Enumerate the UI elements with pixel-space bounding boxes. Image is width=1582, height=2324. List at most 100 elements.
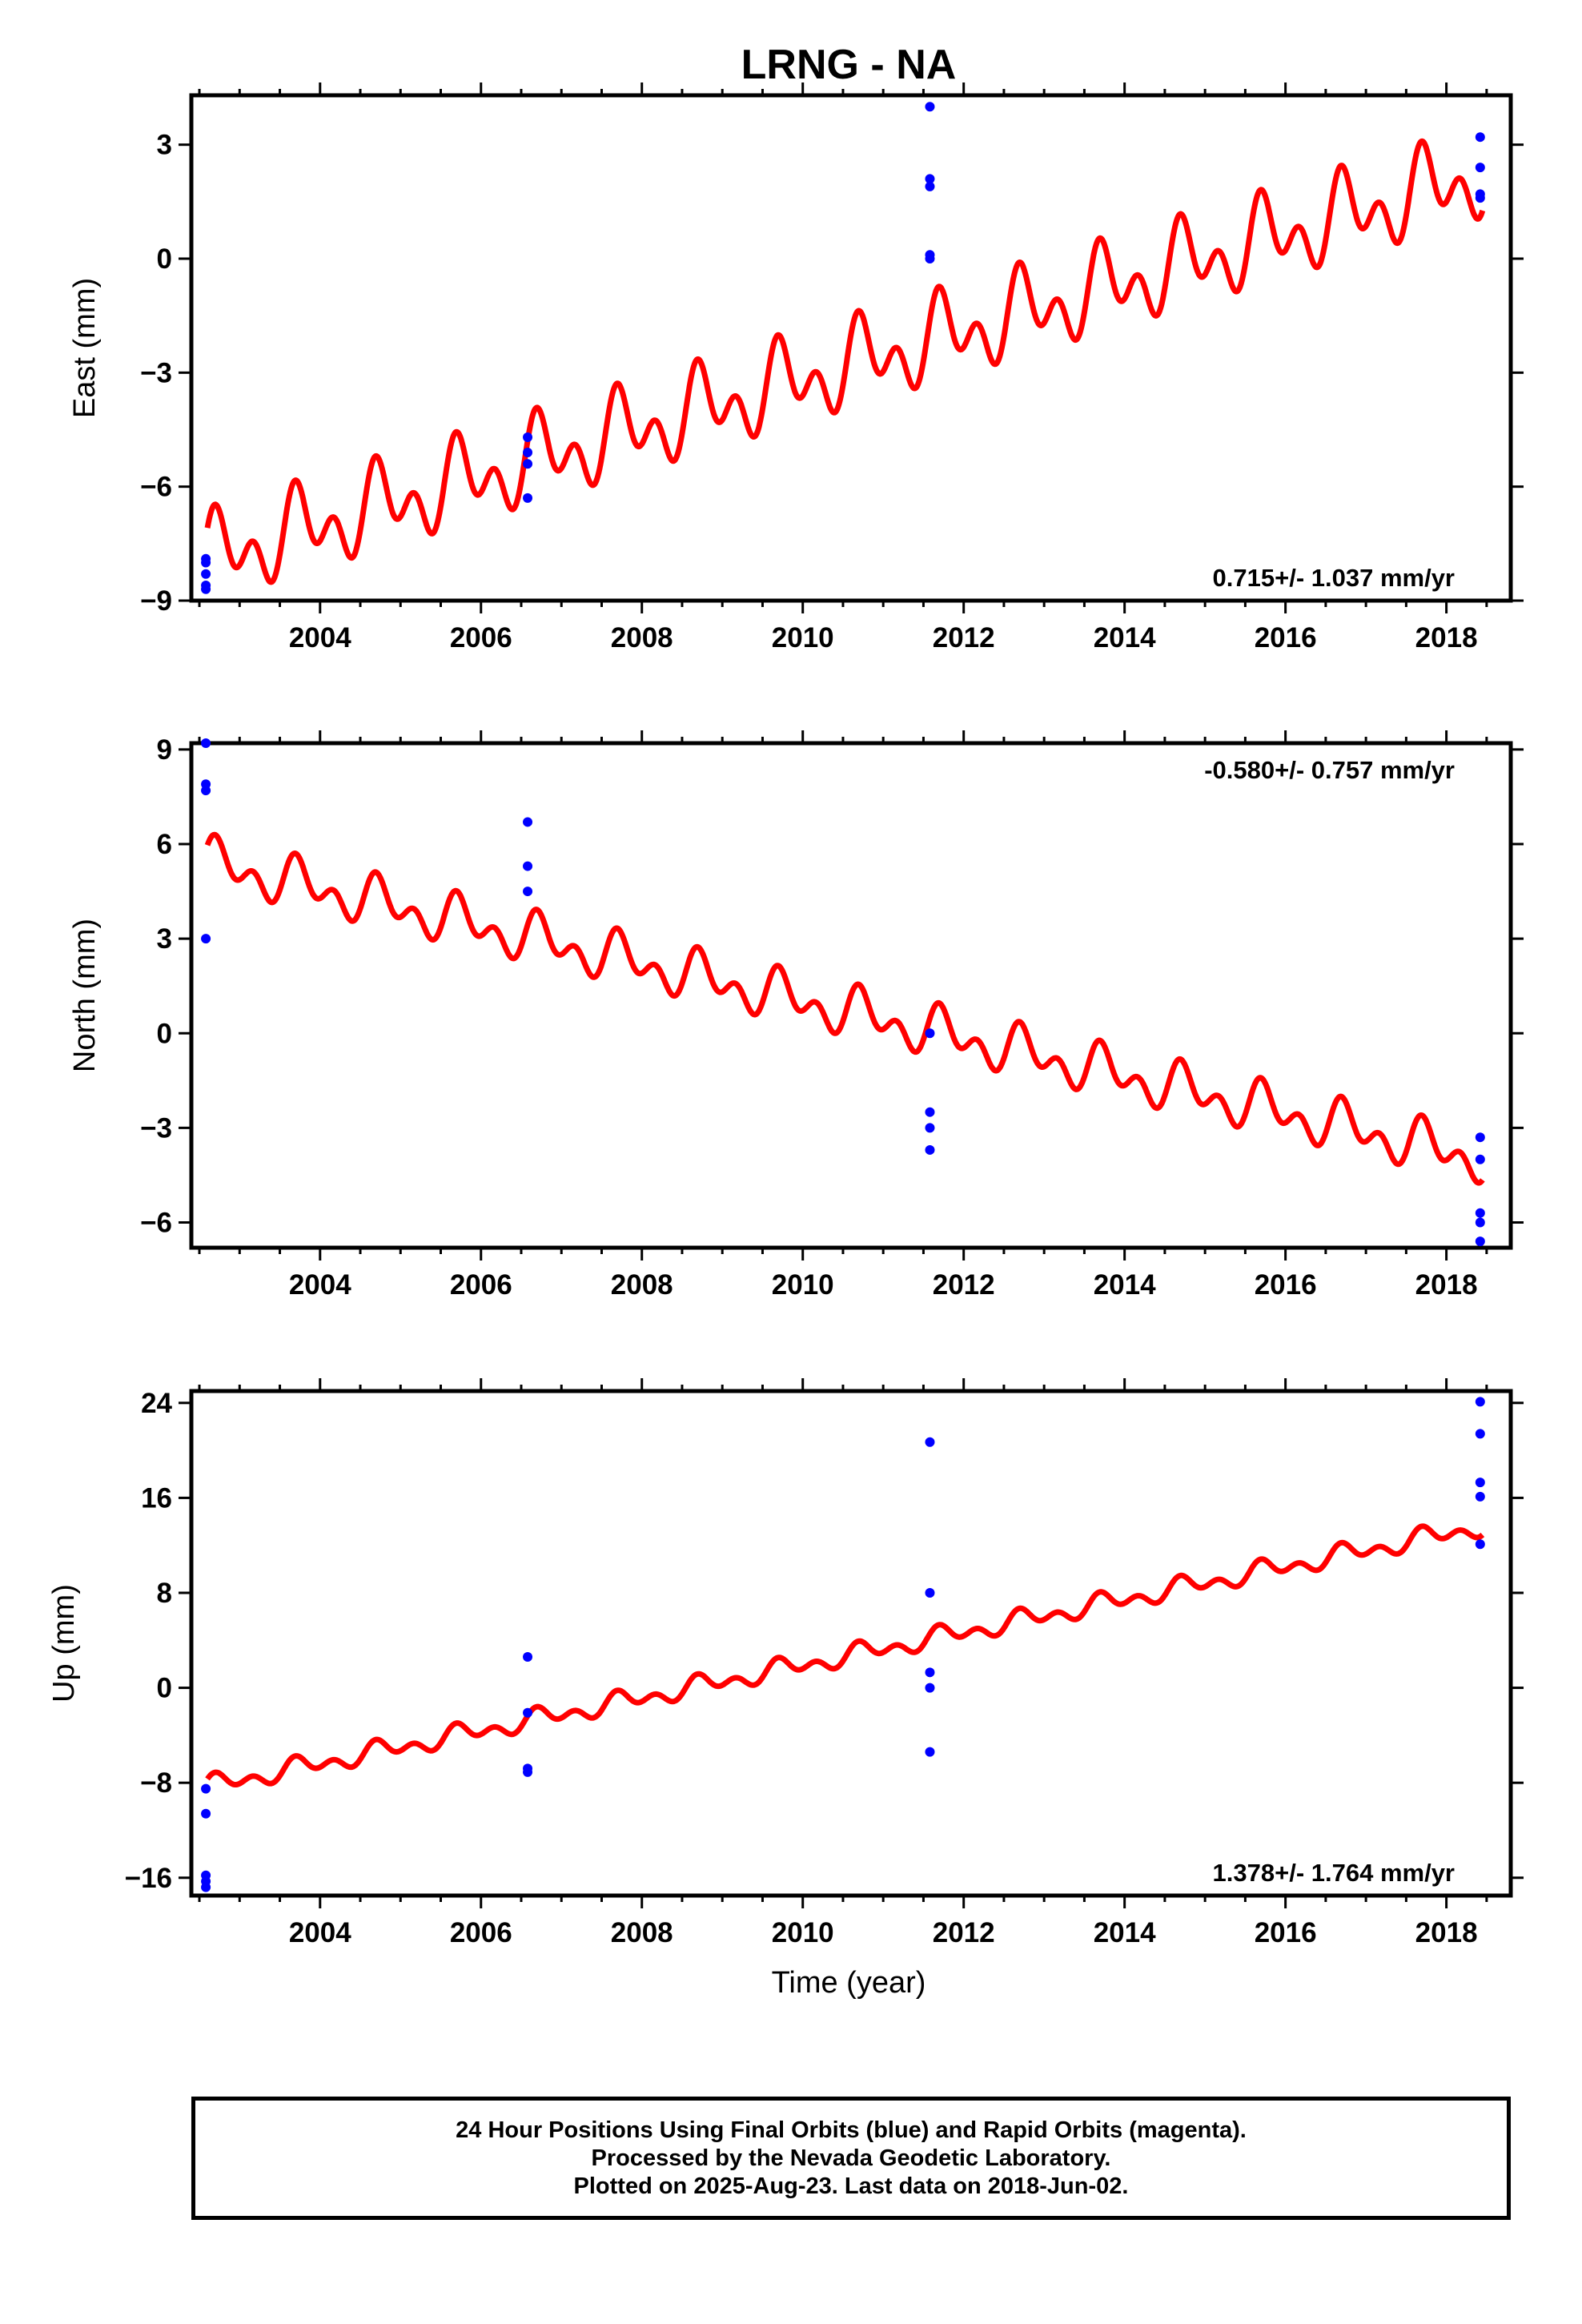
plot-frame	[189, 741, 1513, 1250]
x-tick-label: 2010	[772, 622, 834, 653]
data-point	[523, 459, 533, 469]
x-tick-label: 2014	[1094, 1917, 1156, 1948]
y-tick-label: −6	[140, 1208, 172, 1239]
data-point	[1475, 1132, 1485, 1143]
x-tick-label: 2004	[289, 622, 351, 653]
y-tick-label: −3	[140, 357, 172, 388]
data-point	[523, 887, 533, 897]
data-point	[1475, 1154, 1485, 1164]
data-point	[925, 1747, 935, 1757]
x-tick-label: 2016	[1255, 1269, 1317, 1301]
data-point	[523, 447, 533, 457]
data-point	[925, 1683, 935, 1693]
data-point	[1475, 1429, 1485, 1439]
y-tick-label: −6	[140, 472, 172, 503]
data-point	[1475, 1208, 1485, 1218]
y-axis-title: North (mm)	[68, 919, 102, 1072]
data-point	[925, 1437, 935, 1447]
x-tick-label: 2016	[1255, 622, 1317, 653]
data-point	[1475, 193, 1485, 203]
data-point	[523, 1707, 533, 1718]
x-tick-label: 2006	[450, 1917, 512, 1948]
x-tick-label: 2018	[1415, 1269, 1478, 1301]
y-tick-label: 3	[157, 923, 172, 955]
y-tick-label: −3	[140, 1112, 172, 1144]
panel-1: 2004 2006 2008 2010 2012 2014 2016 2018 3 0 −3 −6 −9…	[68, 82, 1524, 653]
y-tick-label: 0	[157, 1673, 172, 1704]
panel-2: 2004 2006 2008 2010 2012 2014 2016 2018 9 6 3 0 −3 −6…	[68, 730, 1524, 1301]
data-point	[201, 569, 211, 579]
y-tick-label: 24	[141, 1388, 172, 1419]
x-tick-label: 2012	[933, 1269, 995, 1301]
x-tick-label: 2018	[1415, 622, 1478, 653]
data-point	[1475, 1491, 1485, 1502]
y-axis-title: Up (mm)	[47, 1584, 81, 1703]
x-tick-label: 2004	[289, 1917, 351, 1948]
y-tick-label: 16	[141, 1482, 172, 1514]
x-tick-label: 2016	[1255, 1917, 1317, 1948]
data-point	[925, 102, 935, 112]
data-point	[523, 817, 533, 827]
data-point	[201, 1808, 211, 1819]
y-tick-label: −8	[140, 1767, 172, 1799]
data-point	[201, 738, 211, 748]
caption-line-1: 24 Hour Positions Using Final Orbits (bl…	[456, 2117, 1247, 2143]
plot-frame	[189, 1389, 1513, 1898]
data-point	[925, 1667, 935, 1678]
y-tick-label: 6	[157, 829, 172, 860]
y-tick-label: 3	[157, 130, 172, 161]
x-tick-label: 2010	[772, 1917, 834, 1948]
data-point	[1475, 163, 1485, 173]
y-tick-label: 0	[157, 1018, 172, 1049]
velocity-rate-label: 1.378+/- 1.764 mm/yr	[1213, 1859, 1455, 1887]
data-point	[925, 181, 935, 191]
figure-title: LRNG - NA	[741, 42, 957, 88]
data-point	[1475, 1539, 1485, 1550]
data-point	[201, 557, 211, 568]
x-tick-label: 2004	[289, 1269, 351, 1301]
plot-frame	[189, 93, 1513, 603]
y-tick-label: 9	[157, 734, 172, 766]
data-point	[925, 254, 935, 264]
x-tick-label: 2008	[611, 1917, 673, 1948]
data-point	[1475, 1397, 1485, 1407]
x-tick-label: 2012	[933, 1917, 995, 1948]
panel-3: 2004 2006 2008 2010 2012 2014 2016 2018 24 16 8 0 −8…	[47, 1378, 1524, 1948]
caption-line-3: Plotted on 2025-Aug-23. Last data on 201…	[573, 2173, 1129, 2199]
x-tick-label: 2006	[450, 1269, 512, 1301]
data-point	[1475, 1236, 1485, 1247]
data-point	[523, 493, 533, 503]
y-tick-label: −16	[125, 1863, 172, 1894]
x-tick-label: 2008	[611, 1269, 673, 1301]
data-point	[523, 1767, 533, 1777]
data-point	[201, 1783, 211, 1794]
y-tick-label: 8	[157, 1578, 172, 1609]
data-point	[925, 1588, 935, 1598]
x-tick-label: 2014	[1094, 622, 1156, 653]
x-tick-label: 2012	[933, 622, 995, 653]
x-axis-title: Time (year)	[772, 1966, 926, 2000]
y-tick-label: −9	[140, 585, 172, 617]
data-point	[1475, 1217, 1485, 1228]
data-point	[523, 432, 533, 442]
data-point	[201, 584, 211, 594]
model-fit-line	[204, 831, 1485, 1186]
velocity-rate-label: 0.715+/- 1.037 mm/yr	[1213, 564, 1455, 592]
data-point	[523, 861, 533, 871]
x-tick-label: 2014	[1094, 1269, 1156, 1301]
x-tick-label: 2010	[772, 1269, 834, 1301]
data-point	[925, 1144, 935, 1155]
figure-caption: 24 Hour Positions Using Final Orbits (bl…	[191, 2097, 1511, 2220]
model-fit-line	[205, 1523, 1485, 1787]
caption-line-2: Processed by the Nevada Geodetic Laborat…	[591, 2145, 1111, 2171]
data-point	[523, 1652, 533, 1663]
data-point	[201, 786, 211, 796]
data-point	[925, 1028, 935, 1039]
model-fit-line	[204, 138, 1486, 585]
data-point	[925, 1123, 935, 1133]
data-point	[925, 1107, 935, 1117]
data-point	[1475, 1478, 1485, 1488]
x-tick-label: 2018	[1415, 1917, 1478, 1948]
x-tick-label: 2008	[611, 622, 673, 653]
